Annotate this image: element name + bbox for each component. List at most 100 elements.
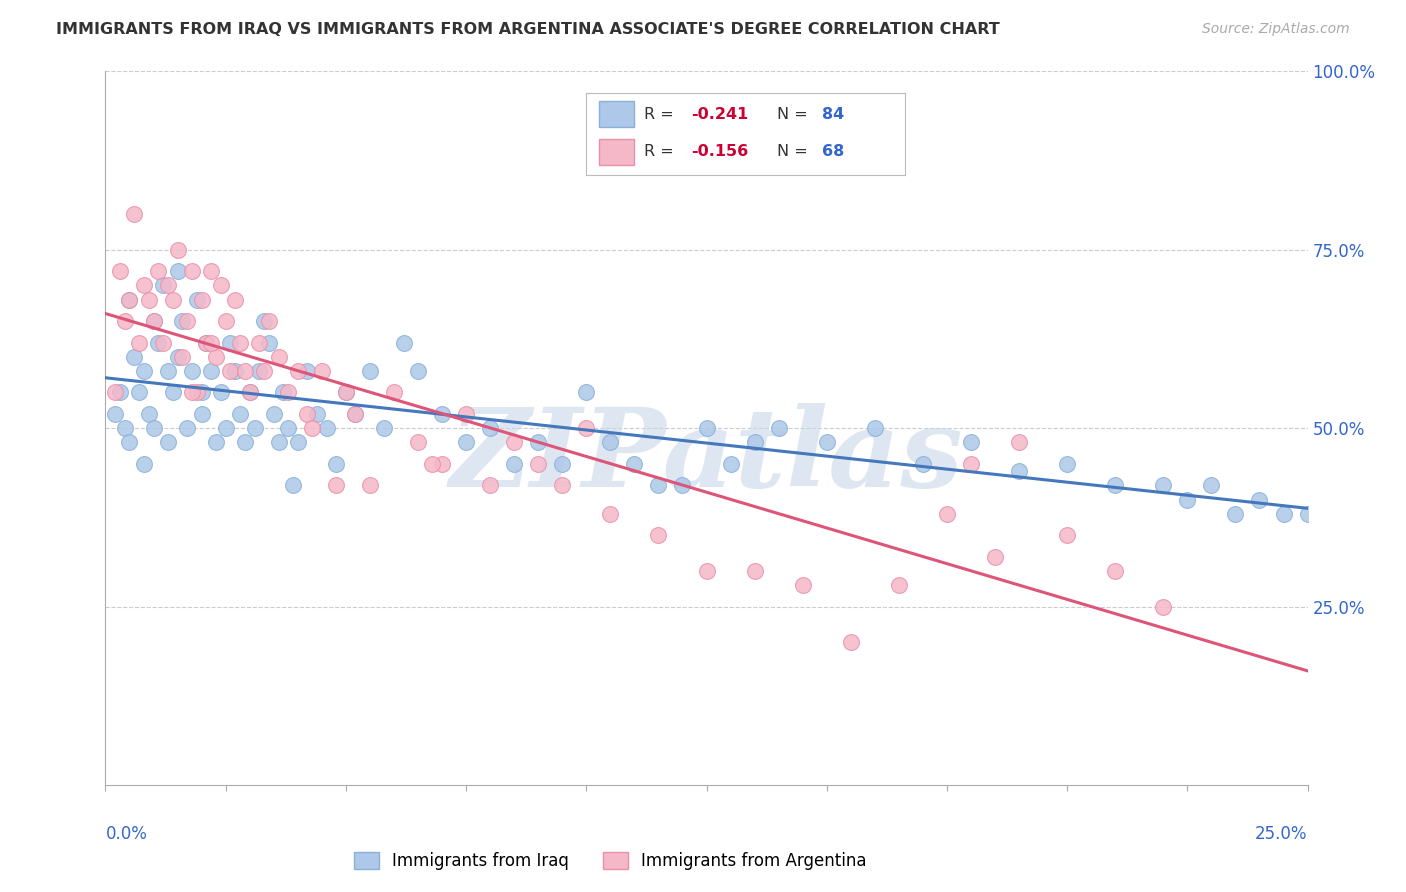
Point xyxy=(200,335,222,350)
Point xyxy=(253,314,276,328)
Point xyxy=(247,335,270,350)
Point xyxy=(118,293,141,307)
Point xyxy=(1008,435,1031,450)
Point xyxy=(229,407,252,421)
Point xyxy=(599,507,621,521)
Point xyxy=(406,435,429,450)
Point xyxy=(671,478,693,492)
Point xyxy=(224,293,246,307)
Point xyxy=(768,421,790,435)
Point xyxy=(124,207,146,221)
Point xyxy=(335,385,357,400)
Point xyxy=(156,278,179,293)
Point xyxy=(344,407,367,421)
Point xyxy=(527,457,550,471)
Point xyxy=(430,457,453,471)
Point xyxy=(1152,599,1174,614)
Point xyxy=(214,421,236,435)
Point xyxy=(911,457,934,471)
Point xyxy=(195,335,218,350)
Point xyxy=(960,457,983,471)
Point xyxy=(984,549,1007,564)
Point xyxy=(148,264,170,278)
Point xyxy=(273,385,295,400)
Point xyxy=(172,314,194,328)
Point xyxy=(551,457,574,471)
Text: Source: ZipAtlas.com: Source: ZipAtlas.com xyxy=(1202,22,1350,37)
Point xyxy=(263,407,285,421)
Point xyxy=(430,407,453,421)
Text: 25.0%: 25.0% xyxy=(1256,825,1308,843)
Point xyxy=(114,421,136,435)
Point xyxy=(152,278,174,293)
Point xyxy=(1104,478,1126,492)
Text: 0.0%: 0.0% xyxy=(105,825,148,843)
Point xyxy=(527,435,550,450)
Point xyxy=(1175,492,1198,507)
Point xyxy=(205,350,228,364)
Point xyxy=(209,385,232,400)
Point xyxy=(575,385,598,400)
Point xyxy=(186,385,208,400)
Point xyxy=(454,407,477,421)
Point xyxy=(315,421,337,435)
Point xyxy=(815,435,838,450)
Point xyxy=(156,435,179,450)
Point xyxy=(267,350,290,364)
Point xyxy=(124,350,146,364)
Point xyxy=(257,314,280,328)
Point xyxy=(373,421,395,435)
Point xyxy=(575,421,598,435)
Point xyxy=(156,364,179,378)
Point xyxy=(104,385,127,400)
Point xyxy=(647,478,669,492)
Point xyxy=(108,385,131,400)
Point xyxy=(287,435,309,450)
Point xyxy=(152,335,174,350)
Point xyxy=(190,385,212,400)
Point xyxy=(132,364,155,378)
Point xyxy=(142,421,165,435)
Point xyxy=(551,478,574,492)
Point xyxy=(172,350,194,364)
Point xyxy=(118,293,141,307)
Point xyxy=(267,435,290,450)
Point xyxy=(344,407,367,421)
Point xyxy=(214,314,236,328)
Point xyxy=(301,421,323,435)
Point xyxy=(1201,478,1223,492)
Point xyxy=(219,364,242,378)
Point xyxy=(190,407,212,421)
Point xyxy=(181,364,204,378)
Point xyxy=(138,293,160,307)
Point xyxy=(233,364,256,378)
Point xyxy=(406,364,429,378)
Point xyxy=(243,421,266,435)
Point xyxy=(253,364,276,378)
Point xyxy=(195,335,218,350)
Point xyxy=(311,364,333,378)
Point xyxy=(960,435,983,450)
Point xyxy=(166,350,188,364)
Point xyxy=(176,421,198,435)
Point xyxy=(186,293,208,307)
Point xyxy=(229,335,252,350)
Text: IMMIGRANTS FROM IRAQ VS IMMIGRANTS FROM ARGENTINA ASSOCIATE'S DEGREE CORRELATION: IMMIGRANTS FROM IRAQ VS IMMIGRANTS FROM … xyxy=(56,22,1000,37)
Point xyxy=(181,264,204,278)
Point xyxy=(382,385,405,400)
Point xyxy=(335,385,357,400)
Point xyxy=(148,335,170,350)
Point xyxy=(166,243,188,257)
Point xyxy=(696,564,718,578)
Point xyxy=(233,435,256,450)
Point xyxy=(839,635,862,649)
Point xyxy=(936,507,959,521)
Point xyxy=(1104,564,1126,578)
Point xyxy=(359,364,381,378)
Point xyxy=(287,364,309,378)
Point xyxy=(503,435,526,450)
Point xyxy=(392,335,415,350)
Point xyxy=(209,278,232,293)
Point xyxy=(623,457,645,471)
Point xyxy=(325,478,347,492)
